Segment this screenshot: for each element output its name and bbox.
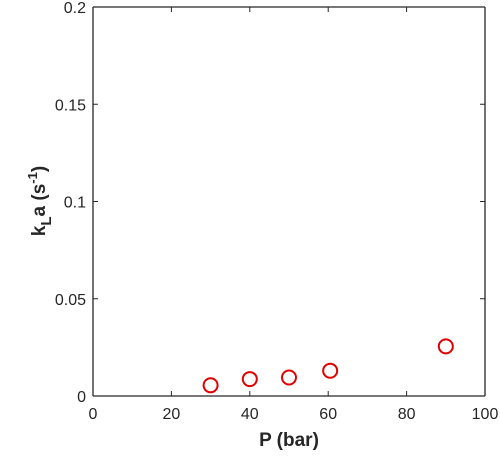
y-tick-label: 0.05 — [55, 292, 86, 309]
y-axis-label-middle: a (s — [29, 184, 50, 217]
data-point — [281, 369, 297, 386]
x-axis-label: P (bar) — [259, 430, 319, 451]
y-tick-label: 0.2 — [64, 0, 86, 17]
y-tick-labels: 0 0.05 0.1 0.15 0.2 — [55, 0, 86, 406]
y-tick-label: 0.1 — [64, 195, 86, 212]
data-points — [202, 338, 454, 394]
data-point — [241, 371, 258, 388]
y-axis-label-k: k — [29, 225, 50, 236]
y-axis-label-end: ) — [29, 166, 50, 172]
x-tick-label: 0 — [89, 406, 98, 423]
plot-background — [93, 7, 485, 396]
x-tick-labels: 0 20 40 60 80 100 — [89, 406, 499, 423]
y-axis-label-superscript: -1 — [25, 172, 40, 184]
y-tick-label: 0 — [77, 389, 86, 406]
x-tick-label: 20 — [163, 406, 181, 423]
y-axis-label-subscript: L — [38, 216, 55, 225]
y-axis-label: kLa (s-1) — [25, 166, 55, 236]
data-point — [202, 377, 219, 394]
x-tick-label: 40 — [241, 406, 259, 423]
data-point — [322, 362, 339, 379]
data-point — [437, 338, 454, 355]
x-tick-label: 80 — [398, 406, 416, 423]
x-tick-label: 100 — [472, 406, 499, 423]
x-tick-label: 60 — [319, 406, 337, 423]
y-tick-label: 0.15 — [55, 97, 86, 114]
